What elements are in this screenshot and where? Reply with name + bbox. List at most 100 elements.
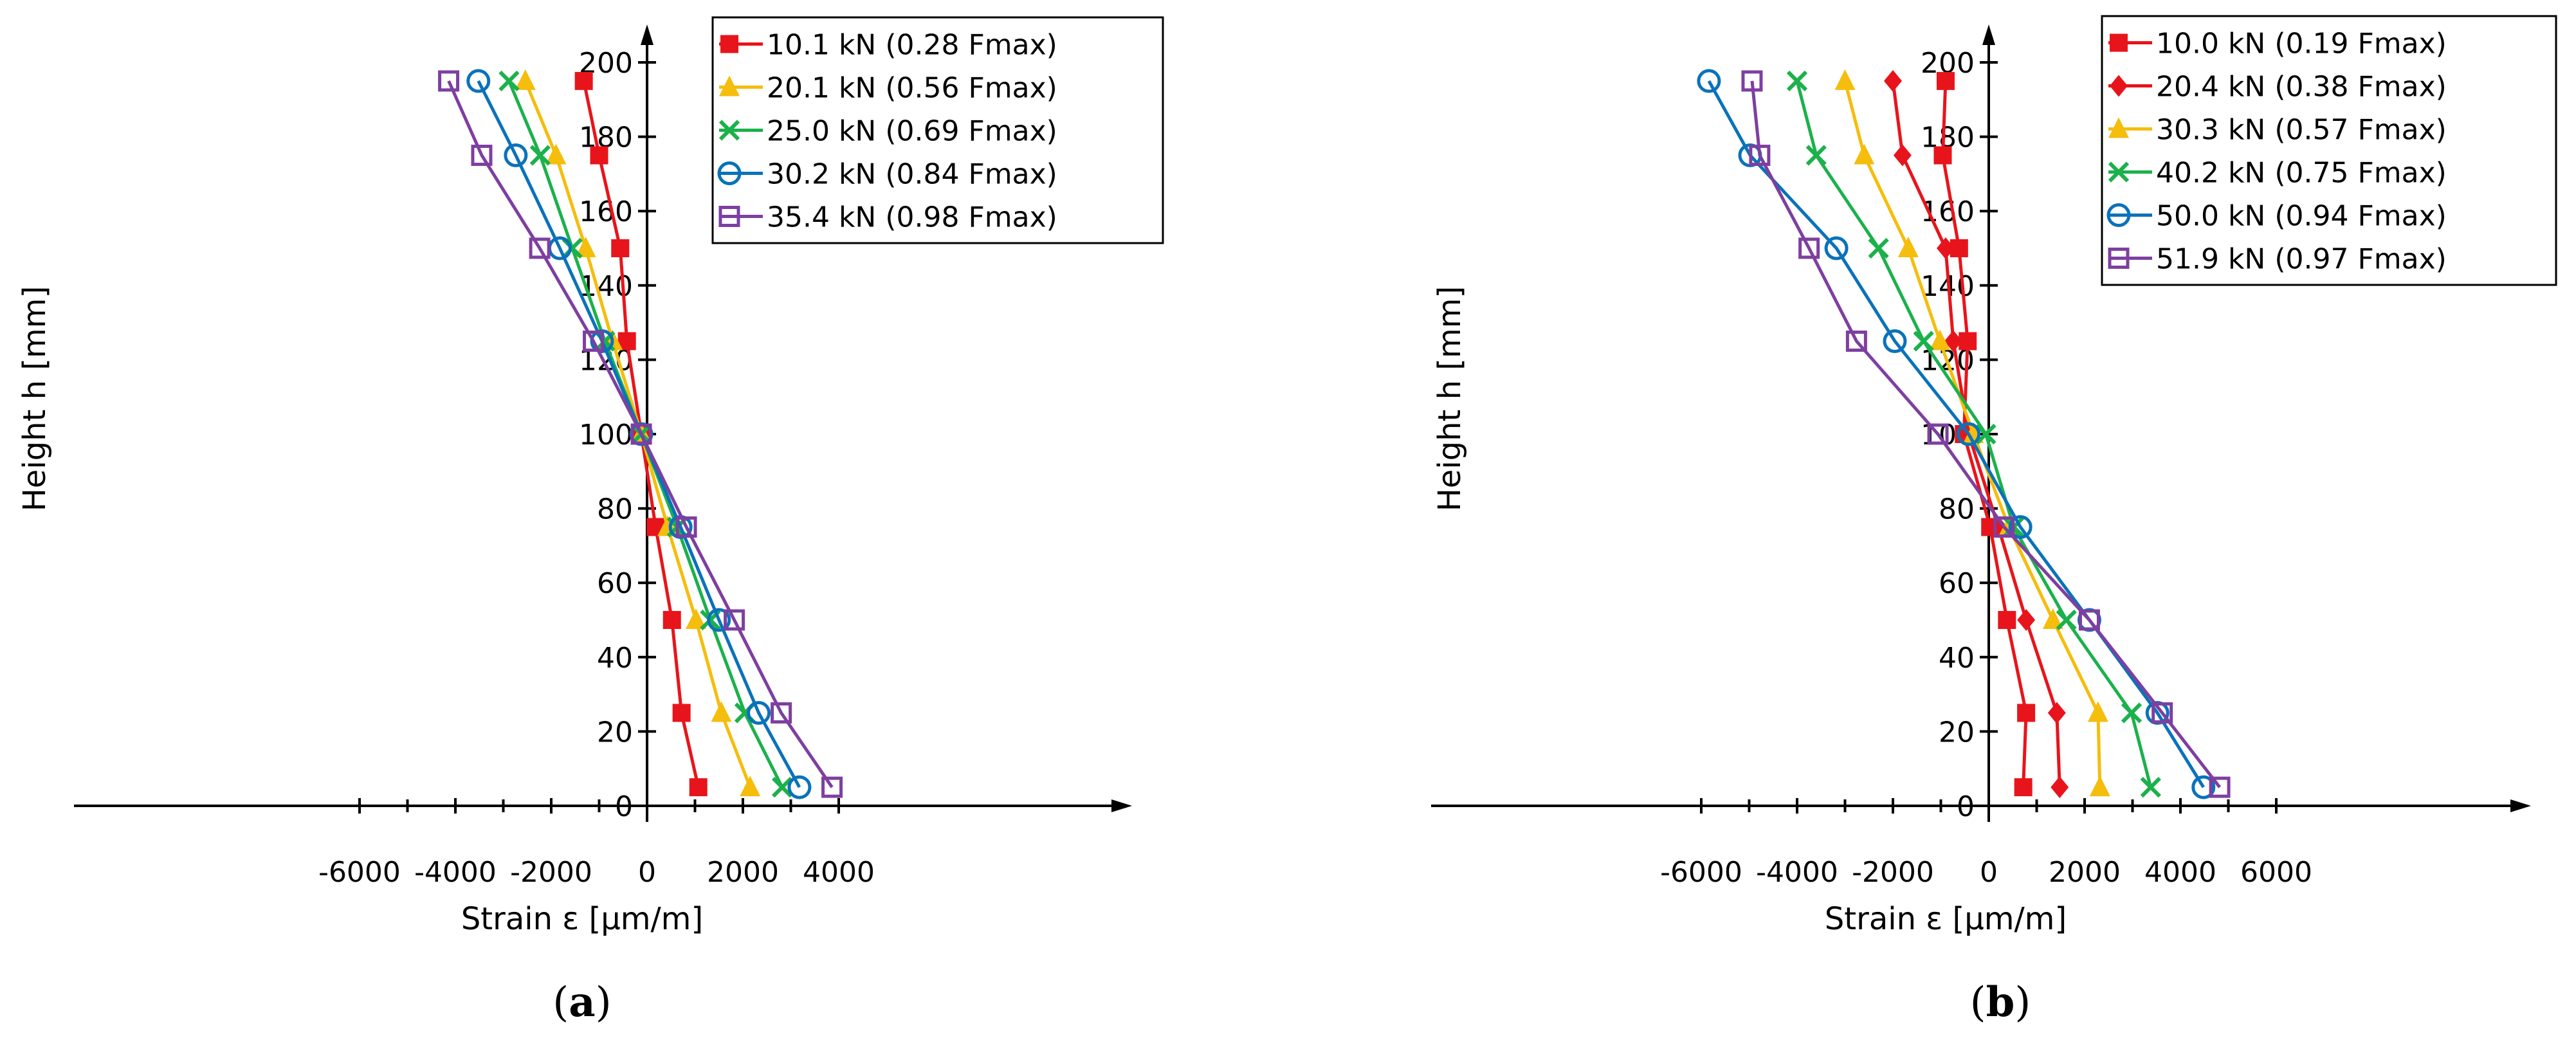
data-point — [1998, 611, 2016, 629]
legend-label: 51.9 kN (0.97 Fmax) — [2156, 243, 2447, 276]
data-point — [1897, 237, 1919, 257]
legend-marker — [2108, 117, 2129, 138]
legend-label: 35.4 kN (0.98 Fmax) — [767, 201, 1057, 234]
x-tick-label: 4000 — [803, 856, 875, 889]
data-point — [771, 702, 792, 724]
data-point — [1957, 422, 1981, 446]
legend-item: 51.9 kN (0.97 Fmax) — [2108, 243, 2447, 276]
x-axis-title: Strain ε [μm/m] — [461, 901, 703, 937]
data-point — [498, 70, 520, 92]
data-point — [590, 146, 608, 165]
data-point — [545, 143, 567, 165]
legend-label: 10.1 kN (0.28 Fmax) — [767, 29, 1057, 62]
y-tick-label: 0 — [615, 790, 633, 823]
legend-item: 10.1 kN (0.28 Fmax) — [719, 29, 1057, 62]
data-point — [529, 237, 551, 259]
data-point — [2047, 702, 2066, 724]
data-point — [1975, 423, 1996, 445]
y-tick-label: 80 — [1939, 493, 1975, 526]
data-point — [707, 608, 731, 632]
legend: 10.1 kN (0.28 Fmax) 20.1 kN (0.56 Fmax) 25… — [711, 16, 1164, 244]
data-point — [1741, 70, 1763, 92]
data-point — [1933, 146, 1952, 165]
data-point — [611, 239, 630, 257]
data-point — [662, 611, 681, 629]
x-axis-arrow — [2510, 799, 2531, 812]
data-point — [438, 70, 460, 92]
chart-a: -6000 -4000 -2000 0 2000 40000204060801001201… — [17, 16, 1164, 1026]
legend-item: 25.0 kN (0.69 Fmax) — [718, 115, 1057, 148]
data-point — [2042, 608, 2063, 629]
data-point — [1805, 145, 1827, 166]
legend-marker — [719, 75, 740, 96]
legend-label: 25.0 kN (0.69 Fmax) — [767, 115, 1057, 148]
data-point — [2209, 776, 2231, 798]
legend-label: 50.0 kN (0.94 Fmax) — [2156, 200, 2447, 233]
series-line — [447, 80, 834, 788]
legend-label: 40.2 kN (0.75 Fmax) — [2156, 157, 2447, 190]
x-tick-label: 2000 — [2049, 856, 2121, 889]
x-tick-label: 0 — [1980, 856, 1998, 889]
data-point — [529, 145, 551, 166]
data-point — [471, 145, 493, 166]
x-tick-label: -6000 — [318, 856, 401, 889]
data-point — [2017, 609, 2036, 631]
data-point — [740, 776, 761, 797]
data-point — [2087, 701, 2108, 722]
x-tick-label: 0 — [638, 856, 656, 889]
legend-marker — [2106, 203, 2131, 227]
legend-item: 20.1 kN (0.56 Fmax) — [719, 72, 1057, 105]
x-tick-label: -2000 — [1852, 856, 1934, 889]
y-axis-arrow — [1982, 24, 1995, 45]
x-tick-label: 4000 — [2144, 856, 2216, 889]
y-tick-label: 60 — [597, 567, 633, 600]
data-point — [515, 69, 536, 90]
subfigure-letter: b — [1986, 978, 2015, 1026]
chart-b: -6000 -4000 -2000 0 2000 4000 6000020406080100… — [1431, 15, 2557, 1026]
series-3 — [1786, 70, 2161, 798]
series-2 — [1834, 69, 2110, 797]
legend-label: 20.1 kN (0.56 Fmax) — [767, 72, 1057, 105]
data-point — [1868, 237, 1889, 259]
data-point — [1883, 329, 1907, 353]
legend-label: 30.3 kN (0.57 Fmax) — [2156, 114, 2447, 147]
data-point — [1786, 70, 1808, 92]
y-axis-title: Height h [mm] — [17, 286, 53, 512]
data-point — [1834, 69, 1856, 90]
legend-item: 35.4 kN (0.98 Fmax) — [718, 201, 1057, 234]
data-point — [575, 237, 596, 257]
data-point — [1854, 143, 1875, 165]
data-point — [1893, 144, 1912, 167]
y-axis-arrow — [641, 24, 653, 45]
y-tick-label: 160 — [579, 196, 633, 228]
y-tick-label: 60 — [1939, 567, 1975, 600]
legend-item: 30.2 kN (0.84 Fmax) — [717, 158, 1057, 191]
data-point — [771, 776, 793, 798]
y-axis-title: Height h [mm] — [1432, 286, 1468, 512]
legend-item: 40.2 kN (0.75 Fmax) — [2108, 157, 2447, 190]
series-line — [1707, 80, 2205, 788]
y-tick-label: 40 — [597, 642, 633, 675]
legend-marker — [2110, 75, 2128, 97]
x-axis-title: Strain ε [μm/m] — [1825, 901, 2067, 937]
data-point — [574, 71, 593, 90]
y-tick-label: 80 — [597, 493, 633, 526]
legend-marker — [2108, 161, 2130, 183]
data-point — [466, 69, 491, 93]
data-point — [2078, 609, 2100, 631]
legend-marker — [718, 206, 740, 227]
data-point — [1913, 331, 1934, 352]
data-point — [675, 516, 697, 538]
series-line — [1750, 80, 2222, 788]
data-point — [1749, 145, 1771, 166]
subfigure-label: (a) — [553, 978, 611, 1026]
data-point — [2191, 775, 2216, 799]
legend-label: 30.2 kN (0.84 Fmax) — [767, 158, 1057, 191]
subfigure-letter: a — [569, 978, 595, 1026]
data-point — [2089, 776, 2110, 797]
data-point — [1993, 516, 2015, 538]
data-point — [2014, 778, 2032, 797]
data-point — [583, 331, 605, 352]
series-4 — [438, 70, 843, 798]
